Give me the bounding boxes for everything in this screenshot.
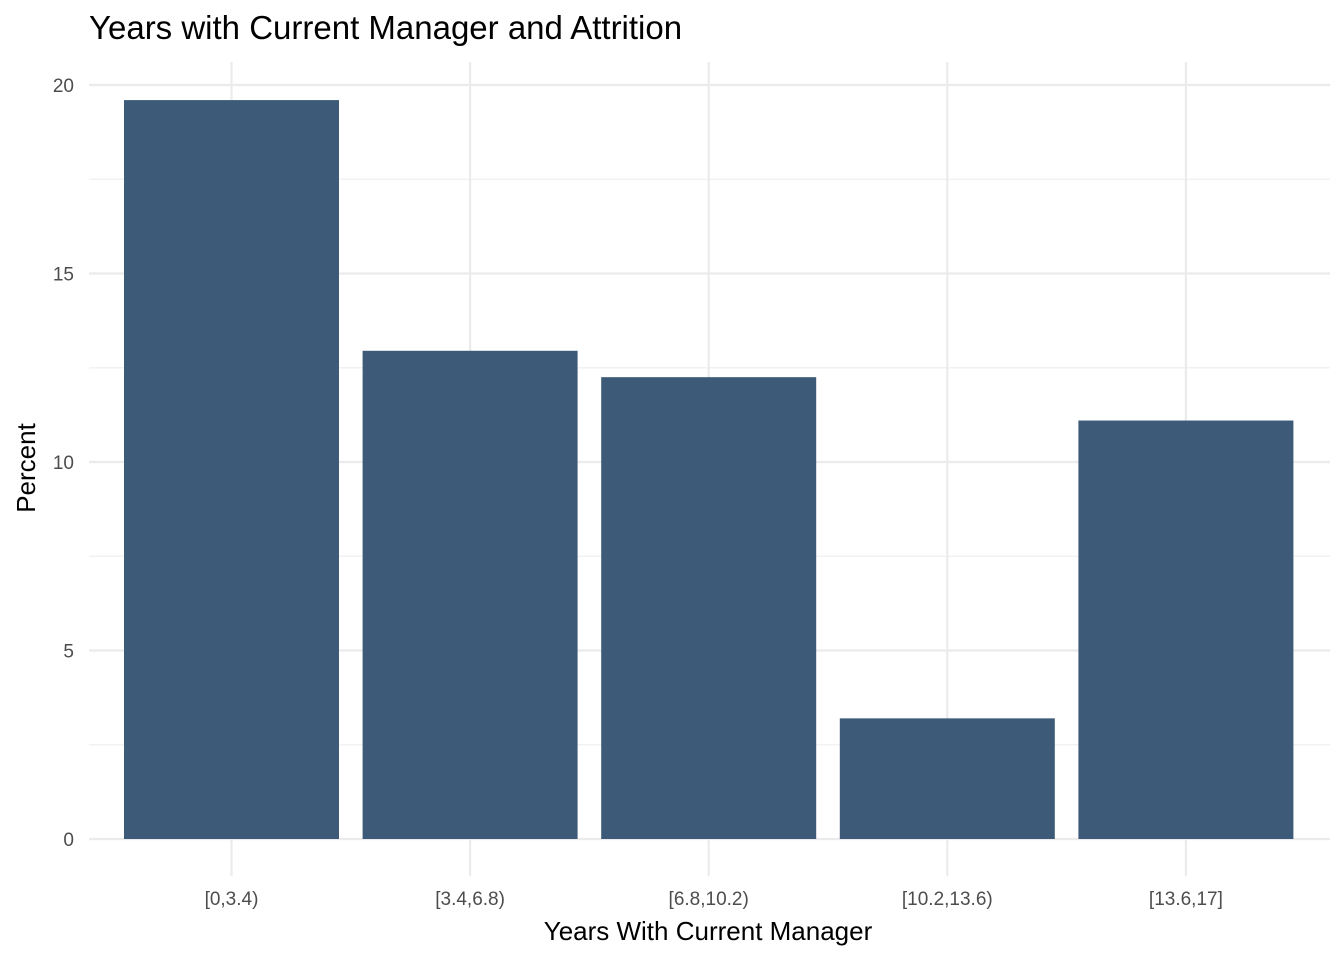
y-tick-label: 15 [53, 265, 74, 286]
bars [124, 100, 1294, 839]
x-tick-label: [6.8,10.2) [669, 889, 749, 910]
bar [124, 100, 339, 839]
y-tick-label: 0 [63, 830, 74, 851]
y-axis-ticks: 0 5 10 15 20 [53, 76, 74, 851]
x-tick-label: [10.2,13.6) [902, 889, 993, 910]
y-tick-label: 5 [63, 642, 74, 663]
x-axis-ticks: [0,3.4) [3.4,6.8) [6.8,10.2) [10.2,13.6) [13… [205, 889, 1223, 910]
y-axis-title: Percent [11, 422, 41, 512]
bar [1078, 420, 1294, 839]
chart-title: Years with Current Manager and Attrition [89, 9, 682, 46]
y-tick-label: 20 [53, 76, 74, 97]
x-tick-label: [13.6,17] [1149, 889, 1223, 910]
x-axis-title: Years With Current Manager [544, 916, 873, 946]
x-tick-label: [3.4,6.8) [435, 889, 505, 910]
y-tick-label: 10 [53, 453, 74, 474]
bar [362, 350, 578, 839]
x-tick-label: [0,3.4) [205, 889, 259, 910]
bar [601, 377, 817, 839]
bar [839, 718, 1055, 839]
